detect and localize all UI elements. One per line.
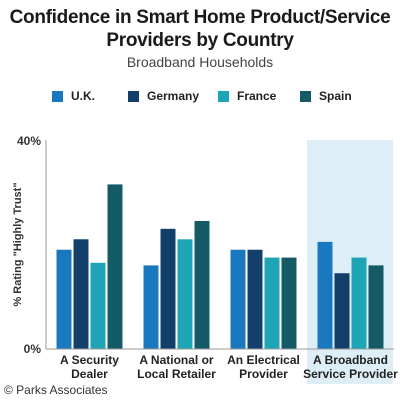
legend-label-france: France <box>237 89 277 103</box>
legend-item-germany: Germany <box>128 88 199 104</box>
x-tick-label-4-line-1: A Broadband <box>313 353 388 367</box>
x-tick-label-2-line-1: A National or <box>139 353 214 367</box>
legend-swatch-france <box>218 90 229 102</box>
legend-label-spain: Spain <box>319 89 352 103</box>
legend-label-germany: Germany <box>147 89 200 103</box>
legend: U.K. Germany France Spain <box>0 88 400 104</box>
legend-item-spain: Spain <box>300 88 352 104</box>
chart-title-line-1: Confidence in Smart Home Product/Service <box>9 7 391 28</box>
x-tick-label-3-line-2: Provider <box>239 367 288 381</box>
bar-france-3 <box>264 257 280 349</box>
copyright-footer: © Parks Associates <box>4 383 108 397</box>
bar-uk-4 <box>317 241 333 349</box>
bar-germany-1 <box>73 239 89 349</box>
bar-germany-2 <box>160 228 176 349</box>
x-tick-label-1-line-1: A Security <box>60 353 119 367</box>
bar-spain-4 <box>368 265 384 349</box>
bar-spain-3 <box>281 257 297 349</box>
bars-layer <box>56 184 384 349</box>
y-axis-label: % Rating "Highly Trust" <box>12 182 24 306</box>
bar-uk-1 <box>56 249 72 349</box>
legend-swatch-germany <box>128 90 139 102</box>
legend-swatch-spain <box>300 90 311 102</box>
legend-item-france: France <box>218 88 276 104</box>
chart-title-line-2: Providers by Country <box>106 30 294 51</box>
bar-france-1 <box>90 262 106 349</box>
bar-germany-4 <box>334 273 350 349</box>
legend-item-uk: U.K. <box>52 88 95 104</box>
bar-france-4 <box>351 257 367 349</box>
x-tick-label-2-line-2: Local Retailer <box>137 367 216 381</box>
y-tick-label-bottom: 0% <box>24 342 42 356</box>
bar-uk-2 <box>143 265 159 349</box>
bar-france-2 <box>177 239 193 349</box>
x-tick-label-4-line-2: Service Provider <box>303 367 398 381</box>
chart-subtitle: Broadband Households <box>126 54 274 70</box>
x-tick-label-3-line-1: An Electrical <box>227 353 300 367</box>
legend-label-uk: U.K. <box>71 89 95 103</box>
bar-spain-2 <box>194 220 210 349</box>
x-tick-label-1-line-2: Dealer <box>71 367 108 381</box>
bar-spain-1 <box>107 184 123 349</box>
bar-uk-3 <box>230 249 246 349</box>
chart-title: Confidence in Smart Home Product/Service… <box>0 6 400 52</box>
legend-swatch-uk <box>52 90 63 102</box>
bar-germany-3 <box>247 249 263 349</box>
y-tick-label-top: 40% <box>17 134 41 148</box>
